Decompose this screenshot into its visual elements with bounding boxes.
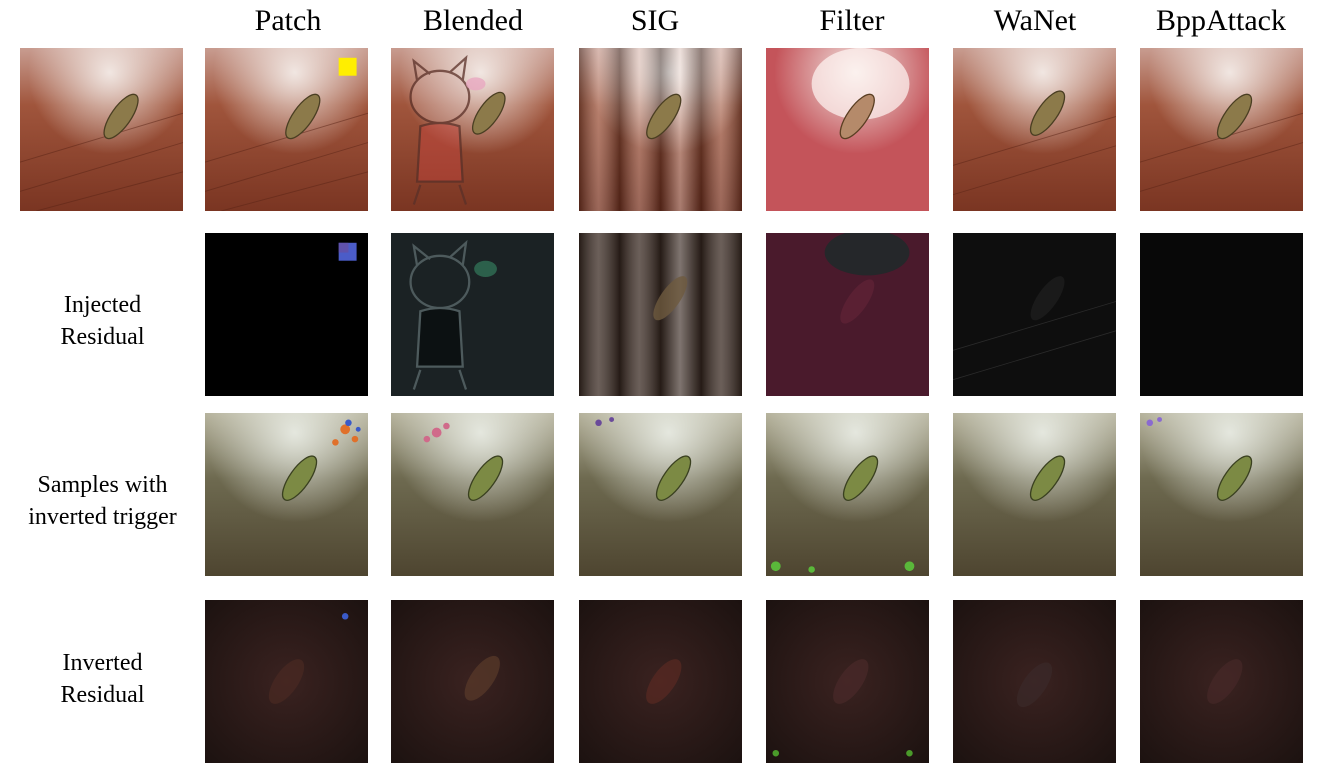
column-header-bppattack: BppAttack [1156,4,1286,37]
image-poisoned-bppattack [1140,48,1303,211]
residual-injected-filter [766,233,929,396]
residual-inverted-patch [205,600,368,763]
row-label-inverted-residual: Inverted Residual [0,647,205,711]
image-poisoned-blended [391,48,554,211]
column-header-sig: SIG [630,4,680,37]
residual-injected-patch [205,233,368,396]
column-header-blended: Blended [423,4,523,37]
residual-inverted-bppattack [1140,600,1303,763]
sample-inverted-wanet [953,413,1116,576]
column-header-wanet: WaNet [993,4,1077,37]
image-poisoned-wanet [953,48,1116,211]
sample-inverted-filter [766,413,929,576]
sample-inverted-blended [391,413,554,576]
image-clean-original [20,48,183,211]
residual-inverted-wanet [953,600,1116,763]
residual-injected-sig [579,233,742,396]
column-header-filter: Filter [819,4,885,37]
row-label-line2: Residual [60,324,145,350]
residual-injected-bppattack [1140,233,1303,396]
sample-inverted-bppattack [1140,413,1303,576]
image-poisoned-patch [205,48,368,211]
row-label-line1: Samples with [37,472,168,498]
row-label-line1: Inverted [62,650,143,676]
image-poisoned-filter [766,48,929,211]
row-label-line1: Injected [63,292,142,318]
sample-inverted-sig [579,413,742,576]
residual-injected-blended [391,233,554,396]
residual-injected-wanet [953,233,1116,396]
column-header-patch: Patch [254,4,322,37]
residual-inverted-sig [579,600,742,763]
image-poisoned-sig [579,48,742,211]
row-label-line2: inverted trigger [28,504,177,530]
residual-inverted-filter [766,600,929,763]
residual-inverted-blended [391,600,554,763]
row-label-samples-inverted-trigger: Samples with inverted trigger [0,469,205,533]
sample-inverted-patch [205,413,368,576]
row-label-line2: Residual [60,682,145,708]
row-label-injected-residual: Injected Residual [0,289,205,353]
